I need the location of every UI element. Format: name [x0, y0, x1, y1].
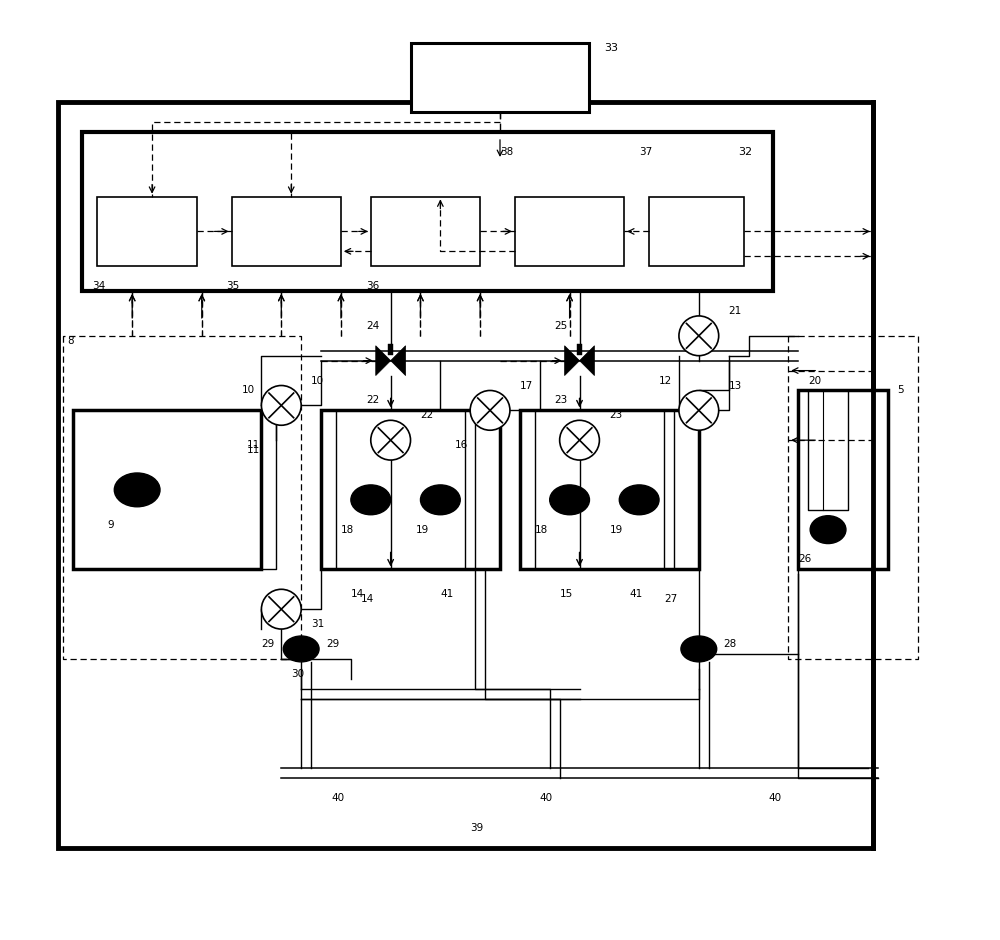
Text: 10: 10: [242, 385, 255, 396]
Ellipse shape: [681, 636, 717, 662]
Text: 25: 25: [555, 321, 568, 331]
Text: 11: 11: [247, 446, 260, 455]
Polygon shape: [376, 346, 391, 376]
Text: 16: 16: [455, 440, 469, 450]
Bar: [371, 196, 480, 266]
Ellipse shape: [619, 485, 659, 515]
Ellipse shape: [550, 485, 589, 515]
Ellipse shape: [810, 516, 846, 543]
Text: 38: 38: [500, 147, 513, 157]
Text: 30: 30: [291, 668, 304, 679]
Text: 29: 29: [326, 639, 339, 649]
Text: 11: 11: [247, 440, 260, 450]
Circle shape: [371, 420, 411, 460]
Bar: [58, 102, 873, 848]
Text: 22: 22: [366, 396, 379, 405]
Bar: [411, 42, 589, 112]
Text: 34: 34: [92, 281, 106, 291]
Text: 15: 15: [560, 589, 573, 600]
Polygon shape: [565, 346, 580, 376]
Bar: [388, 343, 393, 355]
Text: 5: 5: [898, 385, 904, 396]
Text: 27: 27: [664, 594, 677, 604]
Ellipse shape: [420, 485, 460, 515]
Bar: [520, 411, 699, 570]
Ellipse shape: [283, 636, 319, 662]
Bar: [321, 411, 500, 570]
Text: 24: 24: [366, 321, 379, 331]
Text: 14: 14: [361, 594, 374, 604]
Circle shape: [261, 385, 301, 425]
Text: 35: 35: [227, 281, 240, 291]
Text: 26: 26: [798, 555, 811, 564]
Text: 41: 41: [629, 589, 642, 600]
Polygon shape: [580, 346, 594, 376]
Text: 8: 8: [68, 336, 74, 346]
Circle shape: [679, 316, 719, 355]
Ellipse shape: [114, 473, 160, 507]
Text: 36: 36: [366, 281, 379, 291]
Bar: [798, 390, 888, 570]
Bar: [97, 196, 197, 266]
Bar: [649, 196, 744, 266]
Text: 10: 10: [311, 376, 324, 385]
Text: 18: 18: [535, 525, 548, 535]
Bar: [577, 343, 582, 355]
Text: 22: 22: [420, 411, 434, 420]
Text: 31: 31: [311, 619, 324, 629]
Text: 23: 23: [555, 396, 568, 405]
Text: 19: 19: [609, 525, 623, 535]
Text: 40: 40: [768, 793, 782, 803]
Bar: [232, 196, 341, 266]
Circle shape: [560, 420, 599, 460]
Text: 40: 40: [540, 793, 553, 803]
Text: 33: 33: [604, 42, 618, 53]
Circle shape: [470, 390, 510, 431]
Ellipse shape: [351, 485, 391, 515]
Bar: [73, 411, 261, 570]
Text: 18: 18: [341, 525, 354, 535]
Text: 9: 9: [107, 520, 114, 529]
Text: 29: 29: [261, 639, 275, 649]
Text: 12: 12: [659, 376, 672, 385]
Circle shape: [261, 589, 301, 629]
Text: 13: 13: [729, 381, 742, 390]
Circle shape: [679, 390, 719, 431]
Text: 19: 19: [416, 525, 429, 535]
Text: 37: 37: [639, 147, 652, 157]
Text: 28: 28: [724, 639, 737, 649]
Text: 23: 23: [609, 411, 623, 420]
Text: 40: 40: [331, 793, 344, 803]
Text: 39: 39: [470, 822, 483, 833]
Text: 32: 32: [739, 147, 753, 157]
Text: 21: 21: [729, 306, 742, 316]
Text: 17: 17: [520, 381, 533, 390]
Bar: [82, 132, 773, 291]
Polygon shape: [391, 346, 406, 376]
Text: 20: 20: [808, 376, 821, 385]
Text: 14: 14: [351, 589, 364, 600]
Bar: [515, 196, 624, 266]
Text: 41: 41: [440, 589, 454, 600]
